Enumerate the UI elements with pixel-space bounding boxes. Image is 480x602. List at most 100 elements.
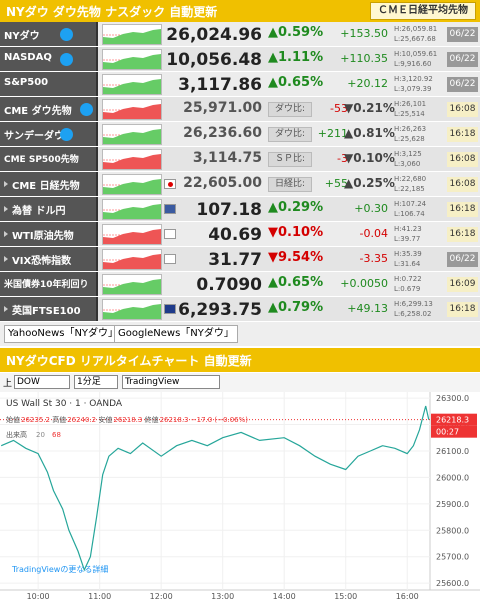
y-tick-label: 26100.0 bbox=[436, 447, 469, 456]
name-cell bbox=[0, 222, 98, 246]
flag-icon bbox=[164, 229, 176, 239]
high: H:35.39 bbox=[394, 250, 422, 258]
price: 31.77 bbox=[208, 250, 262, 270]
price: 6,293.75 bbox=[178, 300, 262, 320]
low: L:25,628 bbox=[394, 135, 425, 143]
row-name[interactable]: サンデーダウ bbox=[4, 131, 64, 142]
high: H:22,680 bbox=[394, 175, 427, 183]
name-cell bbox=[0, 197, 98, 221]
sparkline bbox=[102, 199, 162, 220]
sparkline-area bbox=[103, 304, 161, 319]
x-tick-label: 15:00 bbox=[334, 592, 357, 601]
pct: ▼0.10% bbox=[344, 151, 395, 165]
time: 16:08 bbox=[447, 102, 478, 117]
row-name[interactable]: NYダウ bbox=[4, 31, 40, 42]
sparkline-shape bbox=[103, 254, 161, 269]
header-bar bbox=[0, 0, 480, 22]
select[interactable]: DOW bbox=[14, 375, 70, 389]
time: 16:09 bbox=[447, 277, 478, 292]
header-button[interactable]: ＣＭＥ日経平均先物 bbox=[370, 2, 476, 20]
sparkline-shape bbox=[103, 54, 161, 69]
pct: ▲0.29% bbox=[268, 200, 324, 215]
ohlc-value: 26240.2 bbox=[67, 416, 96, 424]
sparkline-area bbox=[103, 29, 161, 44]
row-name[interactable]: CME 日経先物 bbox=[12, 181, 80, 192]
row-name[interactable]: NASDAQ bbox=[4, 52, 52, 63]
pct: ▼9.54% bbox=[268, 250, 324, 265]
ratio-label: ダウ比: bbox=[268, 102, 312, 117]
time: 16:08 bbox=[447, 152, 478, 167]
price: 3,117.86 bbox=[178, 75, 262, 95]
section-bar bbox=[0, 348, 480, 372]
high: H:3,120.92 bbox=[394, 75, 433, 83]
ohlc-label: 始値 bbox=[6, 415, 20, 424]
twitter-icon[interactable] bbox=[60, 53, 73, 66]
sparkline bbox=[102, 299, 162, 320]
row-name[interactable]: VIX恐怖指数 bbox=[12, 256, 72, 267]
select[interactable]: 1分足 bbox=[74, 375, 118, 389]
time: 16:18 bbox=[447, 227, 478, 242]
current-price: 26218.3 bbox=[436, 416, 469, 425]
pct: ▼0.10% bbox=[268, 225, 324, 240]
chart: 26300.026200.026100.026000.025900.025800… bbox=[0, 392, 480, 601]
name-cell bbox=[0, 72, 98, 96]
sparkline-area bbox=[103, 104, 161, 119]
sparkline-shape bbox=[103, 279, 161, 294]
pct: ▲0.81% bbox=[344, 126, 395, 140]
link[interactable]: YahooNews「NYダウ」 bbox=[4, 325, 123, 343]
select[interactable]: TradingView bbox=[122, 375, 220, 389]
pct: ▼0.21% bbox=[344, 101, 395, 115]
price: 40.69 bbox=[208, 225, 262, 245]
row-name[interactable]: 英国FTSE100 bbox=[12, 306, 81, 317]
sparkline-area bbox=[103, 229, 161, 244]
name-cell bbox=[0, 172, 98, 196]
twitter-icon[interactable] bbox=[80, 103, 93, 116]
name-cell bbox=[0, 272, 98, 296]
footer-link[interactable]: TradingViewの更なる詳細 bbox=[11, 564, 108, 574]
link[interactable]: GoogleNews「NYダウ」 bbox=[114, 325, 238, 343]
x-tick-label: 12:00 bbox=[150, 592, 173, 601]
sparkline bbox=[102, 149, 162, 170]
y-tick-label: 25600.0 bbox=[436, 579, 469, 588]
flag-icon bbox=[164, 304, 176, 314]
pct: ▲0.79% bbox=[268, 300, 324, 315]
low: L:6,258.02 bbox=[394, 310, 432, 318]
row-name[interactable]: CME SP500先物 bbox=[4, 155, 79, 165]
sparkline-area bbox=[103, 279, 161, 294]
header-title: NYダウ ダウ先物 ナスダック 自動更新 bbox=[6, 5, 218, 19]
time: 06/22 bbox=[447, 27, 478, 42]
twitter-icon[interactable] bbox=[60, 128, 73, 141]
flag-icon bbox=[164, 179, 176, 189]
sparkline-area bbox=[103, 154, 161, 169]
volume-value: 20 bbox=[36, 431, 45, 439]
sparkline-shape bbox=[103, 229, 161, 244]
price-label-bg bbox=[431, 413, 477, 426]
high: H:41.23 bbox=[394, 225, 422, 233]
y-tick-label: 26300.0 bbox=[436, 394, 469, 403]
price: 22,605.00 bbox=[183, 175, 262, 191]
sparkline-area bbox=[103, 179, 161, 194]
name-cell bbox=[0, 22, 98, 46]
diff: +20.12 bbox=[347, 77, 388, 90]
sparkline bbox=[102, 24, 162, 45]
sparkline-shape bbox=[103, 304, 161, 319]
name-cell bbox=[0, 297, 98, 321]
row-name[interactable]: 為替 ドル円 bbox=[12, 206, 66, 217]
row-name[interactable]: WTI原油先物 bbox=[12, 231, 74, 242]
low: L:25,514 bbox=[394, 110, 425, 118]
row-name[interactable]: S&P500 bbox=[4, 77, 49, 88]
sparkline-shape bbox=[103, 154, 161, 169]
diff: +211 bbox=[317, 127, 348, 140]
sparkline-shape bbox=[103, 104, 161, 119]
twitter-icon[interactable] bbox=[60, 28, 73, 41]
control-label: 上 bbox=[3, 379, 13, 389]
row-name[interactable]: CME ダウ先物 bbox=[4, 106, 72, 117]
ohlc-value: 26218.3 bbox=[160, 416, 189, 424]
ohlc-value: 26218.3 bbox=[113, 416, 142, 424]
row-name[interactable]: 米国債券10年利回り bbox=[4, 280, 89, 290]
ratio-label: 日経比: bbox=[268, 177, 312, 192]
sparkline bbox=[102, 124, 162, 145]
ohlc-change: −17.0 (−0.06%) bbox=[191, 416, 249, 424]
name-cell bbox=[0, 147, 98, 171]
